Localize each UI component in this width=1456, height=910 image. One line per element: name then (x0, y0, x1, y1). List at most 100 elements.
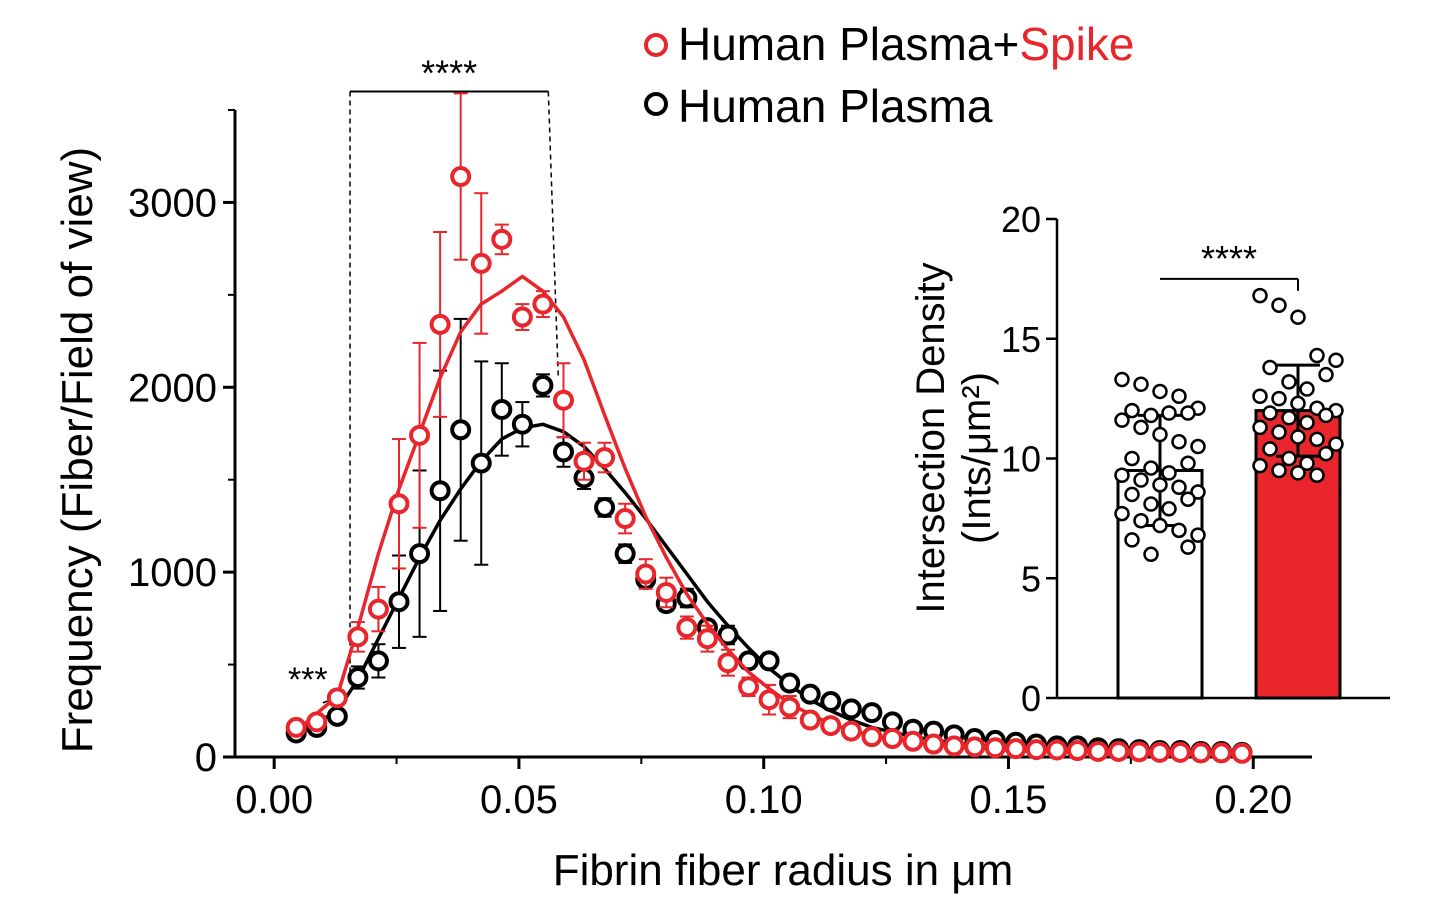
data-point (367, 598, 389, 620)
data-point (1067, 740, 1089, 762)
data-point (861, 726, 883, 748)
data-point (902, 730, 924, 752)
significance-label: **** (421, 53, 477, 94)
inset-y-axis-label-line1: Intersection Density (909, 262, 953, 613)
data-point (840, 698, 862, 720)
inset-data-point (1290, 429, 1306, 445)
inset-y-tick-label: 0 (1021, 678, 1041, 719)
x-tick-label: 0.00 (235, 778, 313, 822)
data-point (717, 652, 739, 674)
data-point (1210, 742, 1232, 764)
data-point (429, 480, 451, 502)
data-point (696, 628, 718, 650)
data-point (450, 166, 472, 188)
data-point (881, 728, 903, 750)
data-point (409, 543, 431, 565)
inset-data-point (1161, 501, 1177, 517)
inset-bar-group-plasma (1114, 371, 1206, 700)
inset-data-point (1171, 522, 1187, 539)
data-point (614, 508, 636, 530)
data-point (388, 493, 410, 515)
data-point (635, 563, 657, 585)
inset-data-point (1124, 450, 1140, 467)
inset-data-point (1143, 407, 1159, 424)
series-spike (285, 92, 1253, 764)
legend-label-plasma: Human Plasma (678, 80, 993, 132)
inset-y-tick-label: 20 (1001, 199, 1041, 240)
main-axes: 0.00 0.05 0.10 0.15 0.20 0 1000 2000 3000 (128, 109, 1312, 822)
inset-y-tick-label: 15 (1001, 319, 1041, 360)
inset-data-point (1271, 297, 1287, 313)
inset-data-point (1309, 347, 1325, 364)
x-tick-label: 0.20 (1214, 778, 1292, 822)
data-point (491, 398, 513, 420)
data-point (779, 672, 801, 694)
data-point (285, 716, 307, 738)
inset-significance-label: **** (1201, 238, 1257, 279)
inset-data-point (1328, 436, 1344, 452)
inset-data-point (1290, 309, 1306, 325)
data-point (840, 720, 862, 742)
inset-y-tick-label: 10 (1001, 439, 1041, 480)
x-axis-label: Fibrin fiber radius in μm (553, 846, 1014, 895)
inset-data-point (1262, 405, 1278, 421)
inset-data-point (1133, 419, 1149, 436)
inset-data-point (1190, 484, 1206, 500)
inset-data-point (1143, 546, 1159, 563)
inset-data-point (1124, 486, 1140, 503)
inset-data-point (1190, 527, 1206, 543)
inset-data-point (1180, 455, 1196, 472)
inset-bars (1114, 287, 1344, 700)
inset-data-point (1180, 539, 1196, 555)
data-point (511, 413, 533, 435)
inset-data-point (1252, 287, 1268, 304)
data-point (1005, 738, 1027, 760)
inset-data-point (1309, 467, 1325, 484)
inset-data-point (1318, 407, 1334, 424)
legend-label-spike: Human Plasma+Spike (678, 18, 1134, 70)
inset-data-point (1133, 513, 1149, 529)
legend-entry-spike: Human Plasma+Spike (644, 18, 1134, 70)
data-point (450, 419, 472, 441)
data-point (861, 702, 883, 724)
legend-label-spike-highlight: Spike (1019, 18, 1134, 70)
y-tick-label: 3000 (128, 181, 217, 225)
inset-data-point (1328, 352, 1344, 369)
inset-data-point (1143, 460, 1159, 476)
y-tick-label: 2000 (128, 366, 217, 410)
data-point (881, 711, 903, 733)
inset-data-point (1133, 376, 1149, 393)
inset-data-point (1252, 419, 1268, 436)
data-point (1087, 740, 1109, 762)
data-point (552, 441, 574, 463)
inset-data-point (1114, 371, 1130, 388)
data-point (1108, 740, 1130, 762)
inset-data-point (1161, 465, 1177, 481)
inset-data-point (1114, 467, 1130, 484)
data-point (347, 667, 369, 689)
data-point (409, 424, 431, 446)
inset-data-point (1299, 381, 1315, 397)
inset-data-point (1152, 426, 1168, 443)
inset-data-point (1161, 405, 1177, 421)
data-point (779, 696, 801, 718)
data-point (367, 650, 389, 672)
main-series (285, 92, 1253, 764)
data-point (532, 374, 554, 396)
inset-data-point (1252, 388, 1268, 404)
data-point (573, 450, 595, 472)
data-point (820, 691, 842, 713)
bracket-dashed-right (547, 91, 560, 379)
inset-data-point (1271, 462, 1287, 479)
inset-data-point (1152, 383, 1168, 400)
legend: Human Plasma+Spike Human Plasma (644, 18, 1134, 132)
inset-data-point (1281, 374, 1297, 390)
inset-data-point (1190, 438, 1206, 455)
inset-data-point (1114, 412, 1130, 428)
inset-data-point (1309, 431, 1325, 448)
inset-annotations: **** (1160, 238, 1299, 291)
data-point (594, 447, 616, 469)
data-point (820, 715, 842, 737)
